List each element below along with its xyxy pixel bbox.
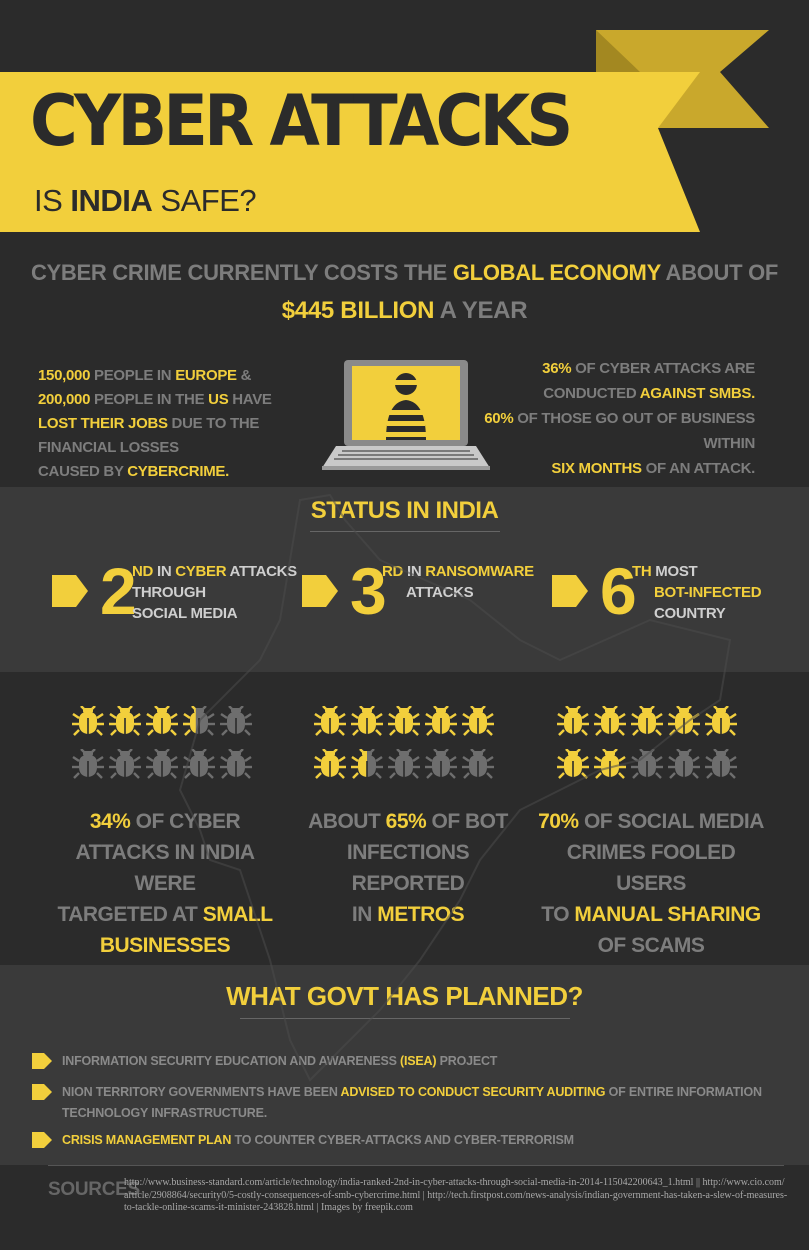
rank-number: 6: [600, 554, 637, 628]
arrow-icon: [52, 575, 88, 607]
bug-icon: [351, 749, 383, 779]
sources-footer: SOURCES http://www.business-standard.com…: [0, 1165, 809, 1250]
smb-attack-fact: 36% OF CYBER ATTACKS ARE CONDUCTED AGAIN…: [484, 360, 755, 477]
bug-icon: [425, 706, 457, 736]
bug-icon: [220, 749, 252, 779]
arrow-icon: [32, 1053, 52, 1069]
facts-row: 150,000 PEOPLE IN EUROPE & 200,000 PEOPL…: [0, 350, 809, 480]
bug-icon: [705, 749, 737, 779]
bug-icon: [314, 706, 346, 736]
banner-ribbon: [0, 30, 769, 232]
hacker-laptop-icon: [322, 360, 490, 470]
header-banner: CYBER ATTACKS IS INDIA SAFE?: [0, 0, 809, 232]
stat-metros: ABOUT 65% OF BOT INFECTIONS REPORTED IN …: [308, 810, 508, 926]
rank-number: 3: [350, 554, 387, 628]
sources-links[interactable]: http://www.business-standard.com/article…: [124, 1177, 788, 1213]
rank-description: ND IN CYBER ATTACKS THROUGH SOCIAL MEDIA: [132, 563, 297, 622]
bug-stats-section: 34% OF CYBER ATTACKS IN INDIA WERE TARGE…: [0, 672, 809, 965]
page-subtitle: IS INDIA SAFE?: [34, 183, 257, 218]
bug-icon: [631, 749, 663, 779]
bug-icon: [705, 706, 737, 736]
global-cost-statement: CYBER CRIME CURRENTLY COSTS THE GLOBAL E…: [30, 260, 779, 324]
plan-text: NION TERRITORY GOVERNMENTS HAVE BEEN ADV…: [62, 1085, 762, 1120]
bug-icon: [425, 749, 457, 779]
plan-text: CRISIS MANAGEMENT PLAN TO COUNTER CYBER-…: [62, 1133, 574, 1147]
bug-icon: [351, 706, 383, 736]
section-title: STATUS IN INDIA: [310, 497, 499, 524]
arrow-icon: [32, 1084, 52, 1100]
rank-description: RD IN RANSOMWARE ATTACKS: [382, 563, 534, 601]
govt-plans-section: WHAT GOVT HAS PLANNED? INFORMATION SECUR…: [0, 965, 809, 1165]
bug-icon: [183, 706, 215, 736]
bug-icon: [183, 749, 215, 779]
bug-icon: [109, 706, 141, 736]
bug-icon: [594, 749, 626, 779]
bug-icon: [72, 749, 104, 779]
bug-grid-metros: [312, 706, 502, 792]
sources-label: SOURCES: [48, 1179, 140, 1200]
rank-bot-infected: 6 TH MOST BOT-INFECTED COUNTRY: [552, 555, 792, 635]
bug-grid-small-business: [70, 706, 260, 792]
bug-icon: [220, 706, 252, 736]
divider: [240, 1018, 570, 1019]
bug-icon: [72, 706, 104, 736]
bug-icon: [594, 706, 626, 736]
rank-description: TH MOST BOT-INFECTED COUNTRY: [632, 563, 762, 622]
divider: [310, 531, 500, 532]
arrow-icon: [32, 1132, 52, 1148]
rank-ransomware: 3 RD IN RANSOMWARE ATTACKS: [302, 555, 542, 635]
status-in-india-section: STATUS IN INDIA 2 ND IN CYBER ATTACKS TH…: [0, 487, 809, 672]
bug-icon: [109, 749, 141, 779]
bug-icon: [146, 706, 178, 736]
bug-icon: [146, 749, 178, 779]
bug-grid-social-media: [555, 706, 745, 792]
rank-number: 2: [100, 554, 137, 628]
divider: [48, 1165, 784, 1166]
bug-icon: [462, 749, 494, 779]
bug-icon: [314, 749, 346, 779]
bug-icon: [462, 706, 494, 736]
stat-social-media: 70% OF SOCIAL MEDIA CRIMES FOOLED USERS …: [538, 810, 764, 957]
stat-small-business: 34% OF CYBER ATTACKS IN INDIA WERE TARGE…: [57, 810, 273, 957]
bug-icon: [668, 749, 700, 779]
bug-icon: [388, 706, 420, 736]
europe-us-job-loss-fact: 150,000 PEOPLE IN EUROPE & 200,000 PEOPL…: [38, 367, 272, 480]
plan-text: INFORMATION SECURITY EDUCATION AND AWARE…: [62, 1054, 498, 1068]
bug-icon: [388, 749, 420, 779]
bug-icon: [557, 706, 589, 736]
arrow-icon: [302, 575, 338, 607]
bug-icon: [557, 749, 589, 779]
bug-icon: [631, 706, 663, 736]
section-title: WHAT GOVT HAS PLANNED?: [226, 981, 583, 1011]
bug-icon: [668, 706, 700, 736]
arrow-icon: [552, 575, 588, 607]
page-title: CYBER ATTACKS: [30, 80, 573, 162]
rank-cyber-attacks: 2 ND IN CYBER ATTACKS THROUGH SOCIAL MED…: [52, 554, 297, 635]
